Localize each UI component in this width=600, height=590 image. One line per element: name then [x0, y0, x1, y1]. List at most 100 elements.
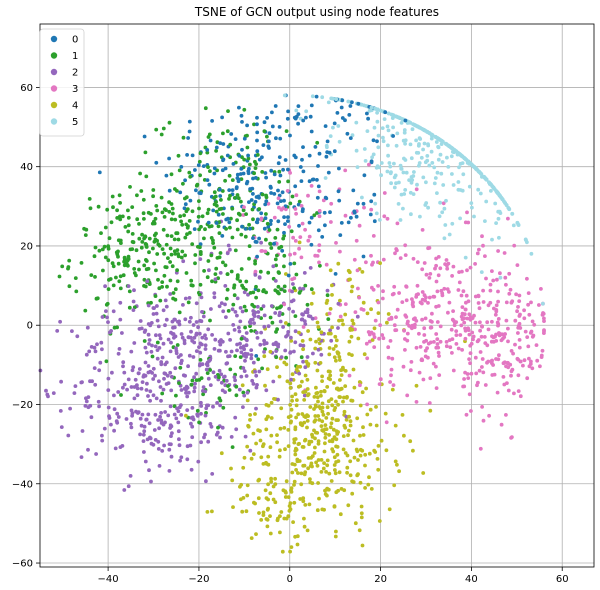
- scatter-point-class-5: [408, 142, 413, 147]
- scatter-point-class-1: [205, 275, 210, 280]
- scatter-point-class-1: [67, 258, 72, 263]
- scatter-point-class-2: [252, 314, 257, 318]
- scatter-point-class-5: [443, 223, 448, 227]
- scatter-point-class-4: [269, 479, 274, 484]
- scatter-point-class-4: [359, 515, 364, 520]
- scatter-point-class-2: [228, 247, 232, 252]
- scatter-point-class-1: [277, 169, 282, 174]
- scatter-point-class-1: [164, 208, 168, 213]
- scatter-point-class-3: [499, 422, 504, 427]
- scatter-point-class-2: [329, 338, 334, 343]
- scatter-point-class-1: [87, 197, 92, 201]
- scatter-point-class-4: [334, 358, 338, 363]
- scatter-point-class-5: [414, 150, 419, 155]
- scatter-point-class-4: [261, 513, 266, 517]
- scatter-point-class-1: [182, 213, 187, 218]
- scatter-point-class-4: [349, 334, 354, 339]
- scatter-point-class-2: [203, 347, 208, 351]
- scatter-point-class-5: [432, 165, 437, 170]
- scatter-point-class-4: [328, 373, 333, 378]
- scatter-point-class-2: [131, 365, 136, 369]
- scatter-point-class-3: [389, 373, 393, 378]
- scatter-point-class-3: [438, 339, 443, 344]
- scatter-point-class-1: [220, 189, 225, 193]
- scatter-point-class-3: [504, 364, 508, 369]
- scatter-point-class-4: [325, 298, 330, 303]
- scatter-point-class-4: [333, 534, 338, 539]
- scatter-point-class-1: [234, 384, 239, 389]
- scatter-point-class-0: [307, 220, 312, 225]
- scatter-point-class-3: [494, 357, 498, 361]
- scatter-point-class-2: [244, 331, 249, 335]
- scatter-point-class-1: [154, 268, 158, 273]
- scatter-point-class-4: [307, 442, 311, 447]
- scatter-point-class-2: [233, 310, 238, 314]
- scatter-point-class-0: [227, 220, 232, 225]
- scatter-point-class-1: [116, 254, 120, 259]
- scatter-point-class-5: [498, 275, 503, 280]
- scatter-point-class-4: [320, 401, 325, 406]
- legend-label-3: 3: [72, 84, 78, 95]
- scatter-point-class-1: [193, 261, 197, 266]
- scatter-point-class-2: [141, 439, 146, 443]
- scatter-point-class-1: [252, 171, 256, 176]
- scatter-point-class-1: [243, 325, 248, 330]
- scatter-point-class-4: [300, 445, 305, 449]
- scatter-point-class-4: [277, 454, 282, 459]
- scatter-point-class-0: [247, 166, 251, 171]
- scatter-point-class-2: [305, 310, 310, 315]
- scatter-point-class-5: [541, 301, 545, 306]
- scatter-point-class-2: [154, 311, 159, 316]
- scatter-point-class-4: [266, 482, 270, 487]
- scatter-point-class-2: [196, 325, 201, 330]
- scatter-point-class-1: [228, 225, 232, 230]
- scatter-point-class-5: [492, 187, 497, 192]
- scatter-point-class-1: [159, 195, 164, 200]
- scatter-point-class-3: [436, 350, 441, 355]
- legend-label-0: 0: [72, 35, 78, 46]
- scatter-point-class-1: [110, 261, 115, 266]
- scatter-point-class-2: [160, 449, 165, 453]
- scatter-point-class-1: [157, 286, 162, 291]
- scatter-point-class-2: [199, 342, 204, 347]
- scatter-point-class-5: [412, 170, 416, 174]
- scatter-point-class-2: [147, 342, 151, 346]
- scatter-point-class-3: [540, 348, 545, 353]
- scatter-point-class-4: [345, 470, 349, 475]
- scatter-point-class-4: [294, 415, 298, 420]
- scatter-point-class-5: [440, 210, 445, 215]
- scatter-point-class-4: [330, 416, 335, 421]
- scatter-point-class-4: [373, 450, 378, 454]
- scatter-point-class-2: [316, 347, 321, 352]
- scatter-point-class-3: [422, 340, 426, 344]
- scatter-point-class-4: [291, 520, 295, 524]
- scatter-point-class-4: [268, 491, 273, 496]
- scatter-point-class-2: [222, 374, 227, 379]
- scatter-point-class-2: [278, 310, 282, 315]
- scatter-point-class-2: [355, 314, 360, 319]
- scatter-point-class-0: [240, 147, 244, 152]
- scatter-point-class-3: [457, 280, 462, 285]
- scatter-point-class-4: [299, 471, 304, 476]
- scatter-point-class-0: [201, 164, 206, 169]
- scatter-point-class-1: [273, 257, 278, 262]
- scatter-point-class-1: [249, 329, 254, 333]
- scatter-point-class-1: [274, 355, 279, 360]
- scatter-point-class-1: [253, 261, 257, 266]
- scatter-point-class-3: [469, 371, 474, 376]
- scatter-point-class-4: [341, 367, 345, 372]
- scatter-point-class-3: [490, 361, 494, 366]
- scatter-point-class-5: [398, 116, 402, 120]
- scatter-point-class-0: [277, 155, 282, 160]
- scatter-point-class-1: [93, 275, 97, 279]
- scatter-point-class-4: [338, 378, 342, 382]
- scatter-point-class-2: [153, 373, 157, 378]
- scatter-point-class-4: [339, 373, 344, 377]
- scatter-point-class-0: [286, 215, 290, 220]
- scatter-point-class-1: [226, 384, 230, 388]
- scatter-point-class-4: [319, 393, 323, 398]
- scatter-point-class-1: [155, 208, 160, 213]
- scatter-point-class-5: [415, 182, 419, 187]
- scatter-point-class-1: [115, 216, 120, 220]
- scatter-point-class-1: [208, 169, 212, 174]
